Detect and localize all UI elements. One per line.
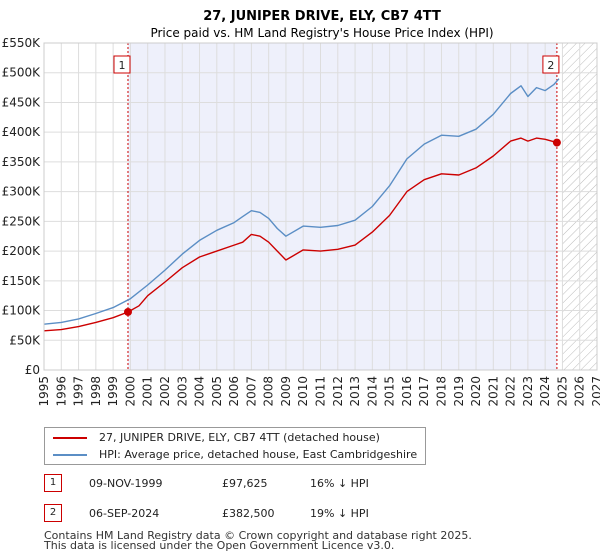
sale-marker-badge: 1 — [44, 474, 62, 492]
x-tick-label: 2004 — [193, 376, 207, 407]
legend-label-hpi: HPI: Average price, detached house, East… — [99, 448, 418, 461]
chart: 27, JUNIPER DRIVE, ELY, CB7 4TT Price pa… — [2, 9, 600, 407]
table-row: 2 06-SEP-2024 £382,500 19% ↓ HPI — [44, 504, 444, 524]
x-tick-label: 2022 — [504, 376, 518, 407]
sale-number-label: 1 — [118, 59, 125, 72]
x-tick-label: 1995 — [37, 376, 51, 407]
hpi-line — [43, 78, 560, 325]
legend-swatch-property — [53, 437, 87, 439]
ownership-shade — [127, 43, 557, 370]
sale-price: £97,625 — [222, 477, 268, 490]
x-tick-label: 2019 — [452, 376, 466, 407]
y-tick-label: £50K — [9, 333, 41, 347]
sale-date: 09-NOV-1999 — [89, 477, 163, 490]
sale-number-box — [113, 55, 131, 74]
x-tick-label: 2016 — [400, 376, 414, 407]
x-tick-label: 2018 — [434, 376, 448, 407]
y-tick-label: £450K — [2, 95, 42, 109]
x-tick-label: 2011 — [314, 376, 328, 407]
plot-frame — [43, 42, 598, 371]
x-tick-label: 2010 — [296, 376, 310, 407]
footer-copyright: Contains HM Land Registry data © Crown c… — [44, 529, 472, 542]
x-tick-label: 2009 — [279, 376, 293, 407]
x-tick-label: 2013 — [348, 376, 362, 407]
plot-area: £0 £50K £100K £150K £200K £250K £300K £350K £400… — [2, 36, 600, 407]
x-tick-label: 2012 — [331, 376, 345, 407]
x-tick-label: 2002 — [158, 376, 172, 407]
sale-number-box — [542, 55, 560, 74]
x-tick-label: 2021 — [486, 376, 500, 407]
x-tick-label: 2014 — [365, 376, 379, 407]
x-tick-label: 2025 — [555, 376, 569, 407]
y-tick-label: £350K — [2, 155, 42, 169]
sale-marker-badge: 2 — [44, 504, 62, 522]
sale-hpi-diff: 16% ↓ HPI — [310, 477, 369, 490]
y-tick-label: £200K — [2, 244, 42, 258]
x-tick-label: 2001 — [141, 376, 155, 407]
x-tick-label: 2017 — [417, 376, 431, 407]
legend-label-property: 27, JUNIPER DRIVE, ELY, CB7 4TT (detache… — [99, 431, 380, 444]
chart-subtitle: Price paid vs. HM Land Registry's House … — [150, 26, 493, 40]
x-tick-label: 2006 — [227, 376, 241, 407]
x-tick-label: 2008 — [262, 376, 276, 407]
sale-hpi-diff: 19% ↓ HPI — [310, 507, 369, 520]
y-tick-label: £550K — [2, 36, 42, 50]
x-tick-label: 1996 — [54, 376, 68, 407]
footer-licence: This data is licensed under the Open Gov… — [44, 539, 395, 552]
x-tick-label: 2020 — [469, 376, 483, 407]
sale-date: 06-SEP-2024 — [89, 507, 160, 520]
x-tick-label: 1998 — [89, 376, 103, 407]
y-tick-label: £0 — [25, 363, 40, 377]
sale-point — [552, 138, 561, 147]
x-tick-label: 2026 — [573, 376, 587, 407]
sale-number-label: 2 — [547, 59, 554, 72]
x-tick-label: 2015 — [383, 376, 397, 407]
x-tick-label: 2005 — [210, 376, 224, 407]
x-tick-label: 2003 — [175, 376, 189, 407]
property-price-line — [43, 137, 558, 332]
x-tick-label: 2000 — [123, 376, 137, 407]
table-row: 1 09-NOV-1999 £97,625 16% ↓ HPI — [44, 474, 444, 494]
y-tick-label: £250K — [2, 214, 42, 228]
legend: 27, JUNIPER DRIVE, ELY, CB7 4TT (detache… — [44, 427, 426, 465]
x-tick-label: 2024 — [538, 376, 552, 407]
x-tick-label: 2027 — [590, 376, 600, 407]
y-tick-label: £400K — [2, 125, 42, 139]
y-tick-label: £150K — [2, 274, 42, 288]
x-tick-label: 2007 — [244, 376, 258, 407]
y-tick-label: £100K — [2, 304, 42, 318]
x-tick-label: 2023 — [521, 376, 535, 407]
y-tick-label: £500K — [2, 66, 42, 80]
sale-price: £382,500 — [222, 507, 275, 520]
x-tick-label: 1997 — [72, 376, 86, 407]
legend-swatch-hpi — [53, 454, 87, 456]
sale-point — [123, 307, 132, 316]
footer: Contains HM Land Registry data © Crown c… — [44, 529, 472, 552]
chart-title: 27, JUNIPER DRIVE, ELY, CB7 4TT — [203, 9, 441, 24]
y-tick-label: £300K — [2, 185, 42, 199]
x-tick-label: 1999 — [106, 376, 120, 407]
